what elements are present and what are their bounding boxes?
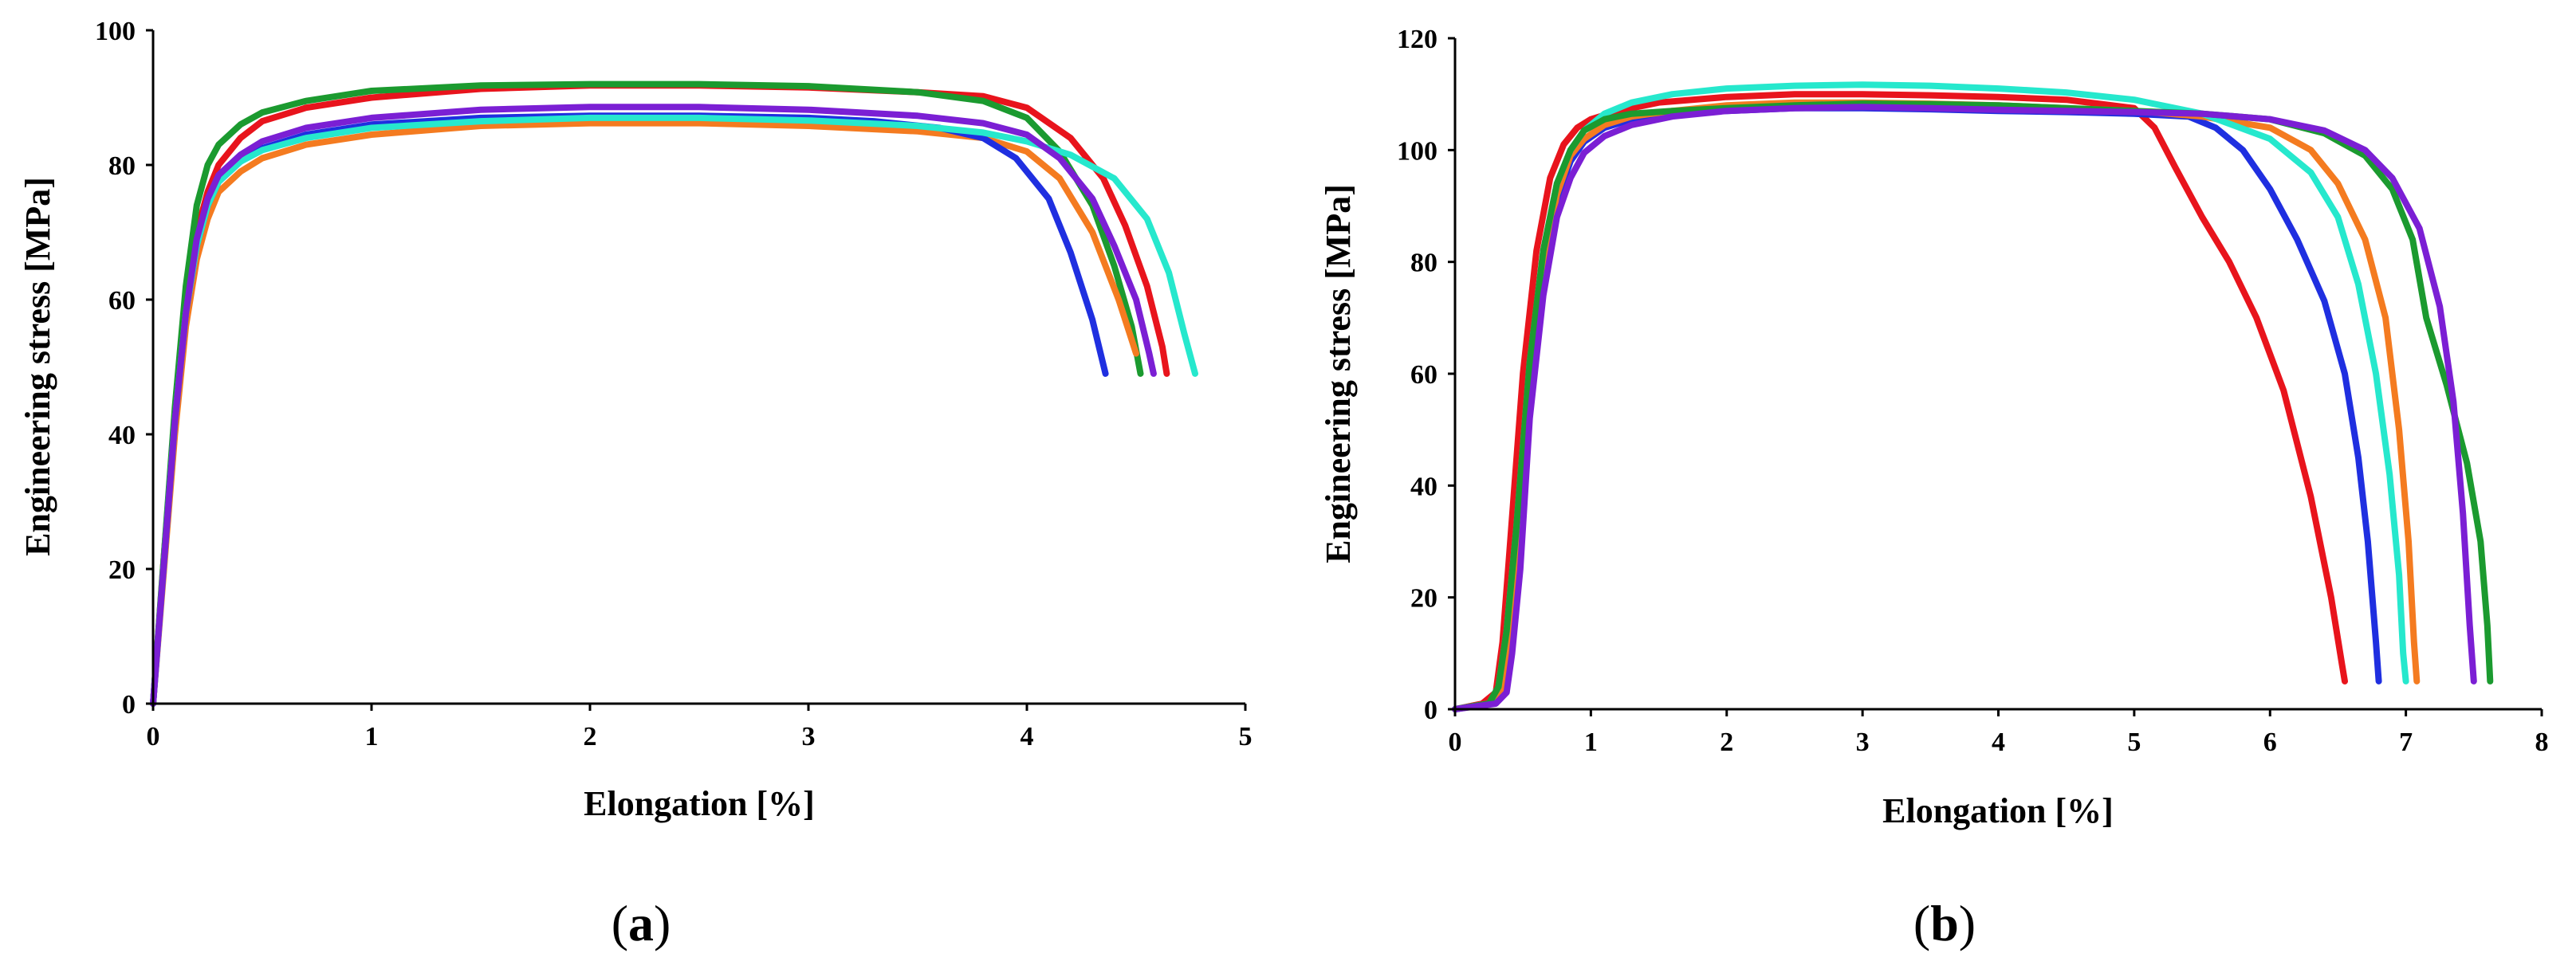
chart-b-series-group	[1452, 81, 2494, 712]
chart-a-y-tick-label: 60	[108, 286, 136, 316]
chart-b-y-tick-label: 20	[1410, 584, 1437, 614]
chart-b-x-tick-label: 5	[2127, 728, 2141, 757]
chart-b-y-tick-label: 100	[1397, 136, 1437, 166]
chart-a-y-tick-label: 100	[95, 17, 136, 46]
chart-b-y-tick-label: 80	[1410, 249, 1437, 278]
chart-a-series-cyan	[150, 114, 1198, 707]
chart-b-caption-open-paren: (	[1913, 895, 1930, 951]
chart-a-x-tick-label: 1	[365, 722, 379, 751]
chart-b-y-tick-label: 40	[1410, 472, 1437, 501]
chart-b-x-tick-label: 3	[1856, 728, 1870, 757]
chart-a-x-tick-label: 5	[1239, 722, 1253, 751]
chart-a-caption: (a)	[612, 895, 671, 951]
chart-b-series-blue	[1452, 104, 2382, 712]
chart-a: 0 1 2 3 4 5 0 20 40 60 80 100 Elongation [%] Engine…	[18, 17, 1253, 951]
chart-b-y-label: Engineering stress [MPa]	[1319, 184, 1358, 563]
chart-b-y-tick-label: 0	[1424, 696, 1437, 725]
chart-a-x-tick-label: 2	[584, 722, 597, 751]
chart-a-series-red	[150, 82, 1170, 707]
chart-b-x-tick-label: 2	[1720, 728, 1733, 757]
chart-b-caption-close-paren: )	[1959, 895, 1976, 951]
chart-a-caption-text: (a)	[612, 895, 671, 951]
chart-a-caption-letter: a	[628, 895, 654, 951]
chart-b-caption-letter: b	[1930, 895, 1959, 951]
chart-b-x-tick-label: 7	[2399, 728, 2413, 757]
chart-b-y-tick-label: 120	[1397, 25, 1437, 54]
chart-a-x-label: Elongation [%]	[584, 784, 815, 823]
chart-a-x-tick-label: 3	[802, 722, 816, 751]
chart-b-x-tick-label: 4	[1992, 728, 2005, 757]
chart-a-x-tick-label: 4	[1021, 722, 1034, 751]
chart-b-series-green	[1452, 100, 2494, 712]
chart-a-y-tick-label: 0	[122, 690, 136, 720]
chart-b-x-tick-label: 1	[1584, 728, 1598, 757]
chart-a-x-tick-label: 0	[147, 722, 160, 751]
chart-b-x-tick-label: 0	[1449, 728, 1462, 757]
chart-a-series-group	[150, 80, 1198, 707]
chart-b-caption-text: (b)	[1913, 895, 1976, 951]
chart-a-series-green	[150, 80, 1144, 707]
chart-a-caption-open-paren: (	[612, 895, 628, 951]
chart-a-series-blue	[150, 112, 1109, 707]
chart-b-caption: (b)	[1913, 895, 1976, 951]
chart-a-series-purple	[150, 104, 1157, 707]
chart-b-x-label: Elongation [%]	[1882, 791, 2114, 830]
chart-a-y-tick-label: 40	[108, 421, 136, 450]
chart-a-caption-close-paren: )	[654, 895, 671, 951]
chart-b-series-purple	[1452, 104, 2477, 712]
chart-a-y-tick-label: 80	[108, 151, 136, 181]
chart-b-x-tick-label: 8	[2535, 728, 2549, 757]
chart-a-series-orange	[150, 120, 1139, 707]
chart-a-y-label: Engineering stress [MPa]	[18, 177, 57, 556]
chart-a-y-tick-label: 20	[108, 555, 136, 585]
chart-b-x-tick-label: 6	[2263, 728, 2277, 757]
chart-b-series-red	[1452, 91, 2348, 712]
chart-a-ticks: 0 1 2 3 4 5 0 20 40 60 80 100	[95, 17, 1253, 751]
chart-b-y-tick-label: 60	[1410, 360, 1437, 390]
